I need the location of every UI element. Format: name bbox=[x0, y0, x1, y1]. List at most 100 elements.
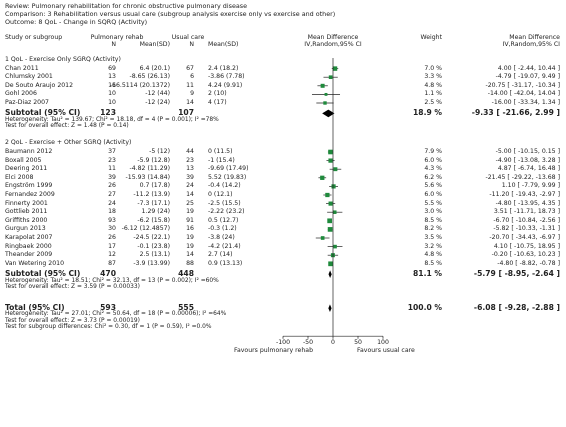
col-ctrl-group: Usual care bbox=[171, 34, 205, 41]
md-ci-value: -16.00 [ -33.34, 1.34 ] bbox=[491, 99, 560, 106]
exp-n: 11 bbox=[108, 165, 116, 173]
md-ci-value: -5.00 [ -10.15, 0.15 ] bbox=[495, 148, 560, 155]
weight-value: 8.5 % bbox=[424, 259, 442, 267]
weight-value: 6.2 % bbox=[424, 173, 442, 181]
subtotal-exp-n: 123 bbox=[100, 108, 116, 118]
x-tick-label: -50 bbox=[302, 339, 314, 347]
exp-n: 26 bbox=[108, 182, 116, 190]
exp-mean-sd: -11.2 (13.9) bbox=[133, 191, 170, 198]
subgroup-label: 2 QoL - Exercise + Other SGRQ (Activity) bbox=[5, 139, 132, 147]
exp-n: 13 bbox=[108, 73, 116, 81]
study-name: Elci 2008 bbox=[5, 173, 34, 181]
ctrl-n: 13 bbox=[186, 165, 194, 173]
study-square bbox=[328, 149, 333, 155]
col-weight: Weight bbox=[420, 34, 442, 41]
total-diamond bbox=[328, 304, 332, 312]
study-square bbox=[333, 167, 338, 172]
weight-value: 3.2 % bbox=[424, 242, 442, 250]
weight-value: 6.0 % bbox=[424, 191, 442, 198]
ctrl-n: 16 bbox=[186, 225, 194, 233]
exp-mean-sd: -6.2 (15.8) bbox=[137, 216, 170, 224]
heterogeneity-text: Heterogeneity: Tau² = 139.67; Chi² = 18.… bbox=[5, 116, 219, 123]
ctrl-mean-sd: 0.9 (13.13) bbox=[208, 259, 243, 267]
md-ci-value: 4.00 [ -2.44, 10.44 ] bbox=[497, 64, 560, 72]
ctrl-n: 19 bbox=[186, 242, 194, 250]
subtotal-weight: 18.9 % bbox=[413, 108, 442, 118]
ctrl-mean-sd: -0.4 (14.2) bbox=[208, 182, 241, 190]
study-name: De Souto Araujo 2012 bbox=[5, 81, 74, 89]
study-square bbox=[332, 66, 338, 71]
subtotal-exp-n: 470 bbox=[100, 269, 116, 279]
total-ctrl-n: 555 bbox=[178, 303, 194, 313]
exp-n: 26 bbox=[108, 234, 116, 241]
comparison-title: Comparison: 3 Rehabilitation versus usua… bbox=[5, 9, 336, 18]
subtotal-ci: -9.33 [ -21.66, 2.99 ] bbox=[471, 108, 560, 118]
heterogeneity-text: Heterogeneity: Tau² = 18.51; Chi² = 32.1… bbox=[5, 277, 219, 284]
ctrl-mean-sd: 4 (17) bbox=[208, 99, 227, 106]
weight-value: 4.8 % bbox=[424, 251, 442, 259]
study-square bbox=[325, 192, 330, 198]
study-square bbox=[323, 101, 327, 105]
favours-left-label: Favours pulmonary rehab bbox=[233, 347, 313, 355]
study-name: Engström 1999 bbox=[5, 182, 53, 190]
ctrl-n: 23 bbox=[186, 156, 194, 164]
subtotal-ctrl-n: 448 bbox=[178, 269, 194, 279]
ctrl-n: 39 bbox=[186, 173, 194, 181]
study-square bbox=[331, 184, 336, 189]
ctrl-mean-sd: -4.2 (21.4) bbox=[208, 242, 241, 250]
exp-mean-sd: -6.12 (12.4857) bbox=[121, 225, 170, 233]
subtotal-diamond bbox=[322, 109, 335, 118]
subtotal-ci: -5.79 [ -8.95, -2.64 ] bbox=[473, 269, 560, 279]
total-heterogeneity: Heterogeneity: Tau² = 27.01; Chi² = 50.6… bbox=[5, 311, 227, 317]
subtotal-label: Subtotal (95% CI) bbox=[5, 269, 81, 279]
exp-n: 18 bbox=[108, 208, 116, 216]
md-ci-value: -4.90 [ -13.08, 3.28 ] bbox=[495, 156, 560, 164]
weight-value: 3.5 % bbox=[424, 234, 442, 241]
study-name: Deering 2011 bbox=[5, 165, 48, 173]
md-ci-value: -6.70 [ -10.84, -2.56 ] bbox=[493, 216, 560, 224]
exp-n: 93 bbox=[108, 216, 116, 224]
review-title: Review: Pulmonary rehabilitation for chr… bbox=[5, 2, 248, 10]
col-md-title: Mean Difference bbox=[307, 34, 359, 41]
study-name: Karapolat 2007 bbox=[5, 234, 53, 241]
study-name: Van Wetering 2010 bbox=[5, 259, 65, 267]
study-name: Chlumsky 2001 bbox=[5, 73, 53, 81]
ctrl-n: 14 bbox=[186, 191, 194, 198]
exp-mean-sd: 1.29 (24) bbox=[141, 208, 170, 216]
x-tick-label: 100 bbox=[377, 339, 389, 347]
study-name: Boxall 2005 bbox=[5, 156, 42, 164]
exp-n: 69 bbox=[108, 64, 116, 72]
exp-mean-sd: 6.4 (20.1) bbox=[139, 64, 170, 72]
study-name: Gurgun 2013 bbox=[5, 225, 46, 233]
overall-effect-text: Test for overall effect: Z = 1.48 (P = 0… bbox=[5, 123, 129, 130]
exp-n: 87 bbox=[108, 259, 116, 267]
md-ci-value: -21.45 [ -29.22, -13.68 ] bbox=[485, 173, 560, 181]
ctrl-mean-sd: -3.86 (7.78) bbox=[208, 73, 245, 81]
ctrl-n: 19 bbox=[186, 234, 194, 241]
exp-mean-sd: -4.82 (11.29) bbox=[129, 165, 170, 173]
exp-n: 30 bbox=[108, 225, 116, 233]
md-ci-value: 1.10 [ -7.79, 9.99 ] bbox=[501, 182, 560, 190]
study-name: Griffiths 2000 bbox=[5, 216, 48, 224]
exp-n: 17 bbox=[108, 242, 116, 250]
ctrl-mean-sd: 2.4 (18.2) bbox=[208, 64, 239, 72]
study-square bbox=[328, 201, 333, 206]
exp-mean-sd: -24.5 (22.1) bbox=[133, 234, 170, 241]
md-ci-value: 4.87 [ -6.74, 16.48 ] bbox=[497, 165, 560, 173]
col-md-sub: IV,Random,95% CI bbox=[304, 41, 362, 48]
md-ci-value: 3.51 [ -11.71, 18.73 ] bbox=[493, 208, 560, 216]
ctrl-mean-sd: -9.69 (17.49) bbox=[208, 165, 249, 173]
col-n-exp: N bbox=[111, 41, 116, 48]
col-n-ctrl: N bbox=[189, 41, 194, 48]
ctrl-n: 24 bbox=[186, 182, 194, 190]
ctrl-n: 19 bbox=[186, 208, 194, 216]
study-name: Ringbaek 2000 bbox=[5, 242, 52, 250]
ctrl-mean-sd: 5.52 (19.83) bbox=[208, 173, 247, 181]
ctrl-n: 91 bbox=[186, 216, 194, 224]
review-header: Review: Pulmonary rehabilitation for chr… bbox=[5, 2, 336, 26]
md-ci-value: -4.79 [ -19.07, 9.49 ] bbox=[495, 73, 560, 81]
weight-value: 5.6 % bbox=[424, 182, 442, 190]
x-tick-label: -100 bbox=[275, 339, 291, 347]
ctrl-n: 25 bbox=[186, 199, 194, 207]
study-square bbox=[327, 227, 333, 232]
